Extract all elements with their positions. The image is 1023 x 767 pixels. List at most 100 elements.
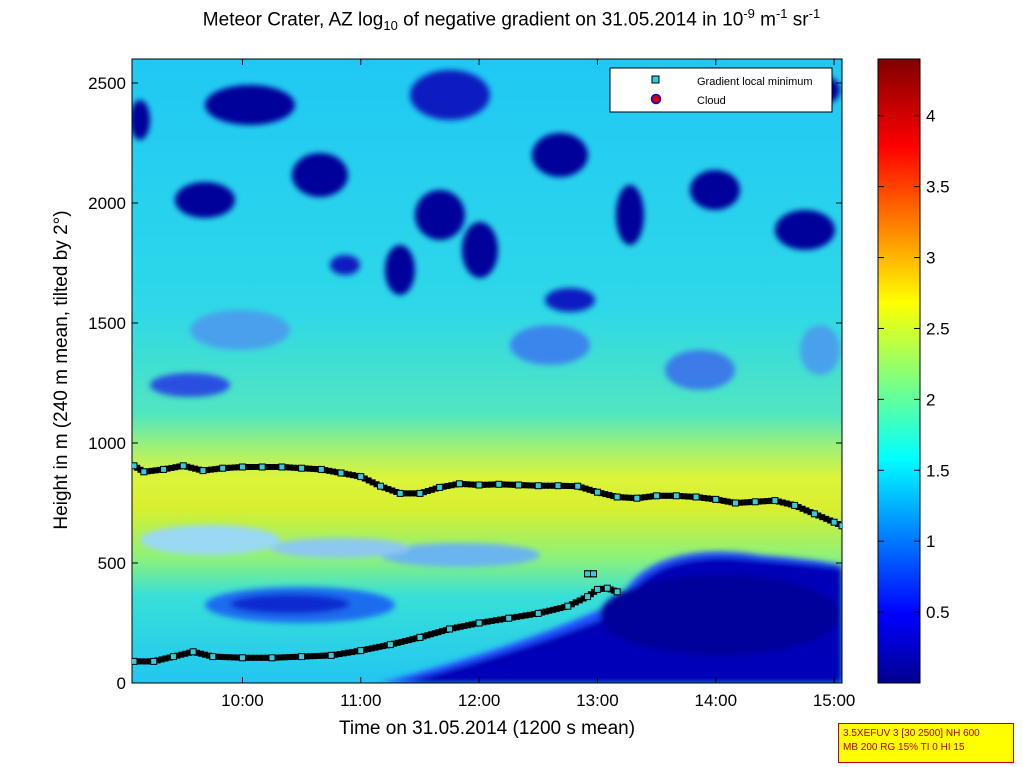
gradient-min-marker [349,648,356,655]
gradient-min-marker [768,497,774,504]
gradient-min-marker [653,492,661,500]
gradient-min-marker [182,650,189,657]
gradient-min-marker [431,630,438,637]
gradient-min-marker [357,647,365,655]
gradient-min-marker [509,614,516,621]
gradient-min-marker [361,475,368,482]
cb-tick-label: 3 [926,249,935,268]
gradient-min-marker [317,465,325,473]
gradient-min-marker [568,601,575,608]
gradient-min-marker [526,611,533,618]
gradient-min-marker [409,636,416,643]
info-line-2: MB 200 RG 15% TI 0 HI 15 [843,742,965,753]
gradient-min-marker [252,654,259,661]
legend-label-gradient: Gradient local minimum [697,76,813,88]
gradient-min-marker [231,464,238,471]
gradient-min-marker [336,651,343,658]
gradient-min-marker [428,486,435,493]
gradient-min-marker [641,494,648,501]
gradient-min-marker [186,649,193,656]
gradient-min-marker [505,614,513,622]
gradient-min-marker [444,482,451,489]
gradient-min-marker [385,486,392,493]
gradient-min-marker [226,654,233,661]
gradient-min-marker [799,505,806,512]
gradient-min-marker [484,618,491,625]
gradient-min-marker [468,481,475,488]
gradient-min-marker [815,512,822,519]
gradient-min-marker [661,492,668,499]
gradient-min-marker [201,651,208,658]
gradient-min-marker [396,489,404,497]
gradient-min-marker [156,466,163,473]
gradient-min-marker [440,483,447,490]
gradient-min-marker [307,653,314,660]
gradient-min-marker [238,654,246,662]
gradient-min-marker [353,648,360,655]
gradient-min-marker [720,497,727,504]
gradient-min-marker [531,482,538,489]
gradient-min-marker [361,646,368,653]
gradient-min-marker [188,464,195,471]
gradient-min-marker [290,653,297,660]
gradient-min-marker [428,631,435,638]
gradient-min-marker [580,595,587,602]
gradient-min-marker [298,653,306,661]
gradient-min-marker [740,499,747,506]
gradient-min-marker [205,652,212,659]
x-tick-label: 12:00 [458,691,501,710]
cb-tick-label: 2 [926,390,935,409]
gradient-min-marker [452,481,459,488]
gradient-min-marker [381,484,388,491]
gradient-min-marker [150,657,158,665]
gradient-min-marker [377,482,384,490]
chart-title: Meteor Crater, AZ log10 of negative grad… [202,6,821,34]
gradient-min-marker [484,481,490,488]
cb-tick-label: 1.5 [926,461,950,480]
gradient-min-marker [475,619,483,627]
gradient-min-marker [285,654,292,661]
gradient-min-marker [332,651,339,658]
gradient-min-marker [760,498,767,505]
gradient-min-marker [830,518,838,526]
gradient-min-marker [574,482,582,490]
gradient-min-marker [495,480,503,488]
gradient-min-marker [712,495,720,503]
gradient-min-marker [582,485,589,492]
x-tick-label: 10:00 [221,691,264,710]
gradient-min-marker [432,485,439,492]
gradient-min-marker [562,482,569,489]
gradient-min-marker [138,658,145,665]
gradient-min-marker [227,464,234,471]
gradient-min-marker [584,570,592,578]
gradient-min-marker [263,464,270,470]
gradient-min-marker [327,651,335,659]
gradient-min-marker [330,468,337,475]
gradient-min-marker [807,509,814,516]
heatmap-texture [132,70,842,683]
gradient-min-marker [413,490,419,497]
gradient-min-marker [162,655,169,662]
gradient-min-marker [637,494,644,501]
gradient-min-marker [349,472,356,479]
x-tick-label: 14:00 [695,691,738,710]
gradient-min-marker [230,654,237,661]
gradient-min-marker [383,642,390,649]
gradient-min-marker [460,481,467,488]
gradient-min-marker [649,493,656,500]
gradient-min-marker [803,507,810,514]
gradient-min-marker [311,653,318,660]
gradient-min-marker [522,612,529,619]
plot-frame [131,58,843,684]
gradient-min-marker [724,498,731,505]
gradient-min-marker [337,469,345,477]
gradient-min-marker [523,482,530,489]
gradient-min-marker [618,494,625,501]
gradient-min-marker [198,650,205,657]
gradient-min-marker [584,593,592,601]
gradient-min-marker [697,494,703,501]
gradient-min-marker [606,492,613,499]
gradient-min-marker [413,635,420,642]
gradient-min-marker [424,488,431,494]
gradient-min-marker [795,504,802,511]
